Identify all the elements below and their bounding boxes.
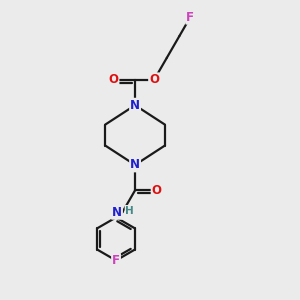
Text: O: O bbox=[149, 73, 159, 86]
Text: F: F bbox=[112, 254, 120, 267]
Text: O: O bbox=[152, 184, 162, 197]
Text: N: N bbox=[112, 206, 122, 219]
Text: N: N bbox=[130, 158, 140, 171]
Text: F: F bbox=[186, 11, 194, 24]
Text: O: O bbox=[109, 73, 118, 86]
Text: N: N bbox=[130, 99, 140, 112]
Text: H: H bbox=[125, 206, 134, 216]
